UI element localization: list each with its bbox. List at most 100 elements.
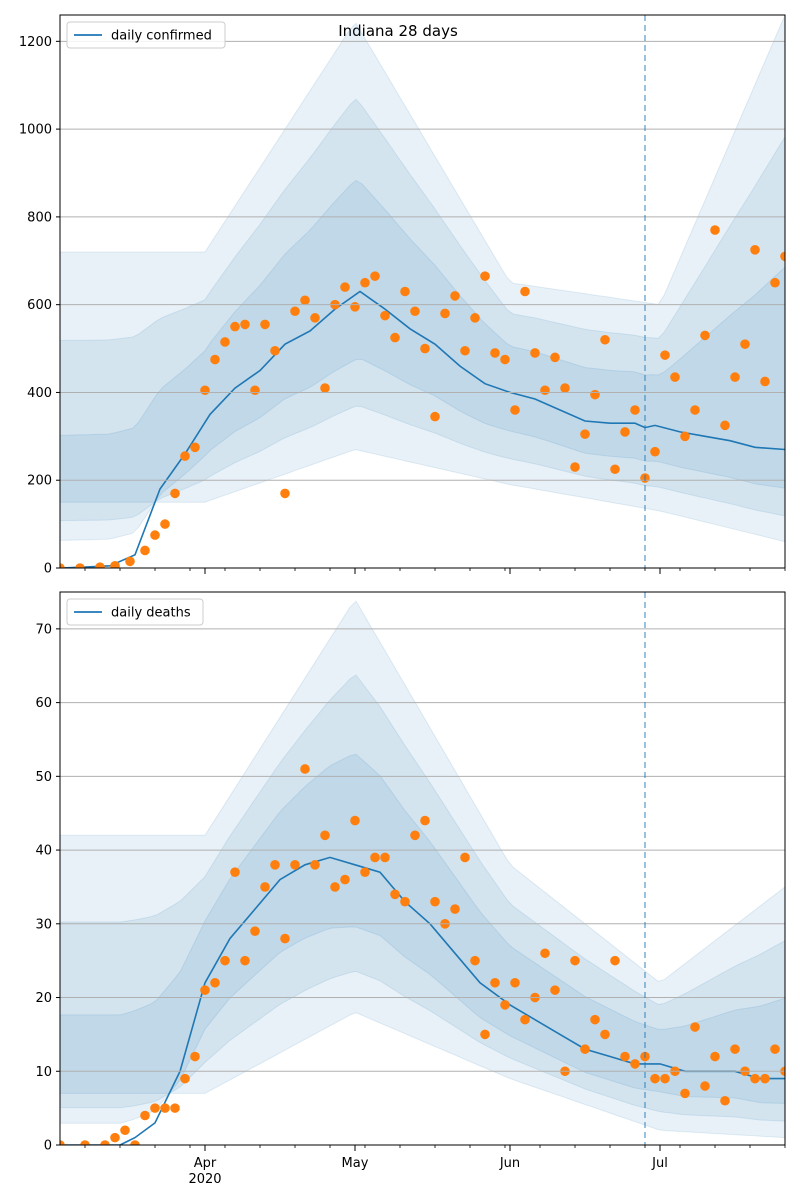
data-point — [60, 1140, 65, 1145]
data-point — [600, 1029, 610, 1040]
data-point — [630, 1059, 640, 1069]
data-point — [520, 286, 530, 297]
data-point — [660, 350, 670, 360]
y-tick-label: 400 — [27, 386, 52, 401]
data-point — [220, 955, 230, 966]
confirmed-panel: Indiana 28 days 0 200 400 600 800 1000 1200 dai… — [19, 14, 786, 577]
legend: daily confirmed — [66, 21, 226, 49]
data-point — [490, 977, 500, 988]
data-point — [600, 334, 610, 345]
y-tick-label: 800 — [27, 210, 52, 225]
data-point — [110, 561, 120, 568]
data-point — [380, 852, 390, 863]
data-point — [75, 563, 85, 568]
y-tick-label: 10 — [35, 1065, 52, 1080]
data-point — [220, 337, 230, 347]
y-tick-label: 60 — [35, 696, 52, 711]
data-point — [450, 291, 460, 301]
data-point — [460, 852, 470, 863]
data-point — [230, 867, 240, 877]
data-point — [420, 815, 430, 826]
y-tick-label: 30 — [35, 917, 52, 932]
data-point — [210, 977, 220, 988]
data-point — [560, 383, 570, 393]
data-point — [710, 1051, 720, 1062]
data-point — [260, 882, 270, 892]
data-point — [140, 1110, 150, 1121]
data-point — [320, 383, 330, 393]
data-point — [730, 372, 740, 382]
data-point — [750, 245, 760, 255]
data-point — [650, 446, 660, 457]
data-point — [500, 354, 510, 365]
data-point — [170, 1103, 180, 1113]
uncertainty-band-3 — [60, 179, 785, 541]
data-point — [780, 251, 785, 262]
data-point — [300, 295, 310, 306]
data-point — [380, 310, 390, 321]
data-point — [180, 451, 190, 461]
data-point — [125, 556, 135, 567]
data-point — [630, 405, 640, 415]
data-point — [60, 563, 65, 568]
data-point — [680, 1088, 690, 1099]
x-tick-label: Jul — [651, 1156, 668, 1171]
data-point — [570, 955, 580, 966]
data-point — [160, 1103, 170, 1113]
data-point — [550, 352, 560, 363]
data-point — [490, 348, 500, 358]
data-point — [740, 339, 750, 349]
y-tick-label: 1000 — [19, 123, 52, 138]
data-point — [400, 286, 410, 297]
data-point — [410, 830, 420, 841]
data-point — [200, 385, 210, 396]
data-point — [80, 1140, 90, 1145]
data-point — [160, 519, 170, 529]
data-point — [620, 427, 630, 437]
data-point — [300, 764, 310, 774]
data-point — [620, 1051, 630, 1062]
uncertainty-band-1 — [60, 15, 785, 543]
data-point — [480, 271, 490, 281]
data-point — [590, 1014, 600, 1025]
data-point — [690, 405, 700, 415]
data-point — [120, 1125, 130, 1136]
data-point — [500, 1000, 510, 1010]
data-point — [340, 282, 350, 292]
data-point — [710, 225, 720, 235]
legend-box — [66, 21, 226, 49]
data-point — [140, 545, 150, 556]
data-point — [650, 1073, 660, 1084]
data-point — [240, 955, 250, 966]
data-point — [670, 372, 680, 382]
legend-label: daily deaths — [111, 606, 191, 621]
data-point — [230, 321, 240, 332]
data-point — [310, 860, 320, 870]
chart-title: Indiana 28 days — [338, 22, 458, 40]
data-point — [250, 385, 260, 396]
data-point — [280, 488, 290, 499]
data-point — [580, 429, 590, 439]
data-point — [330, 882, 340, 892]
data-point — [440, 308, 450, 319]
data-point — [410, 306, 420, 317]
x-tick-sublabel: 2020 — [188, 1172, 221, 1187]
data-point — [400, 896, 410, 907]
data-point — [520, 1014, 530, 1025]
y-tick-label: 20 — [35, 991, 52, 1006]
y-tick-label: 0 — [44, 1139, 52, 1154]
data-point — [760, 376, 770, 387]
data-point — [290, 306, 300, 317]
data-point — [150, 530, 160, 540]
uncertainty-band-1 — [60, 600, 785, 1139]
data-point — [180, 1073, 190, 1084]
y-tick-label: 50 — [35, 770, 52, 785]
data-point — [660, 1073, 670, 1084]
data-point — [590, 389, 600, 400]
data-point — [170, 488, 180, 499]
plot-area — [60, 15, 785, 568]
data-point — [470, 955, 480, 966]
data-point — [250, 926, 260, 936]
